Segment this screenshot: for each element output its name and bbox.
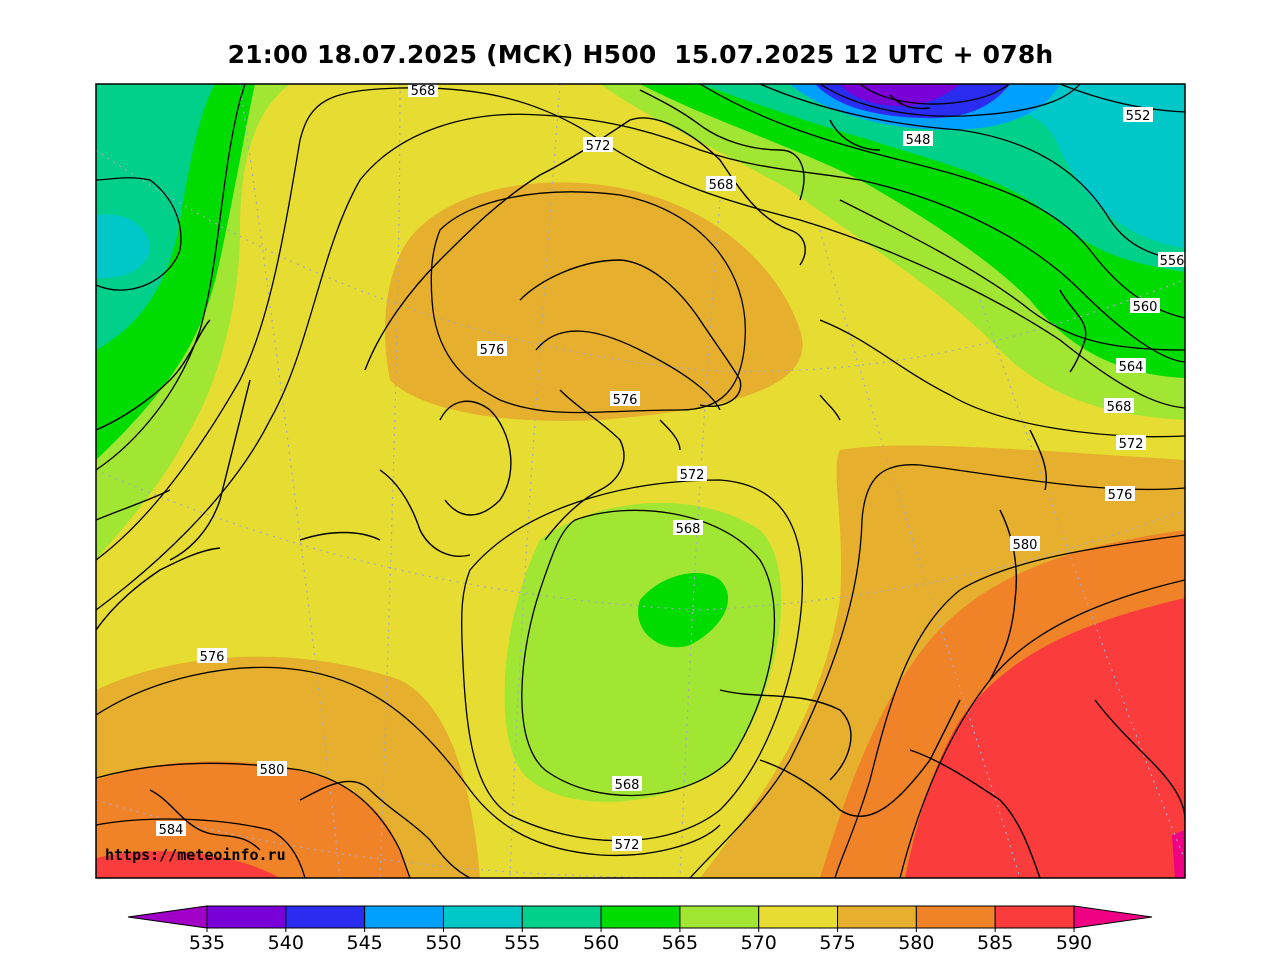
svg-text:552: 552 <box>1126 109 1151 124</box>
colorbar-tick-label: 575 <box>819 932 855 954</box>
contour-label: 572 <box>583 137 613 154</box>
colorbar-segment <box>521 905 602 929</box>
svg-text:576: 576 <box>1108 488 1133 503</box>
contour-label: 576 <box>197 648 227 665</box>
svg-text:568: 568 <box>411 84 436 99</box>
colorbar-segment <box>285 905 366 929</box>
svg-text:568: 568 <box>676 522 701 537</box>
colorbar-segment <box>994 905 1075 929</box>
contour-label: 564 <box>1116 358 1146 375</box>
colorbar-tick-label: 535 <box>189 932 225 954</box>
contour-label: 576 <box>610 391 640 408</box>
colorbar-segment <box>679 905 760 929</box>
svg-text:580: 580 <box>260 763 285 778</box>
colorbar-tick-label: 580 <box>898 932 934 954</box>
contour-label: 568 <box>408 82 438 99</box>
svg-text:564: 564 <box>1119 360 1144 375</box>
colorbar-ticks: 535 540 545 550 555 560 565 570 575 580 585 590 <box>189 928 1092 954</box>
svg-text:568: 568 <box>615 778 640 793</box>
colorbar-tick-label: 585 <box>977 932 1013 954</box>
colorbar-tick-label: 540 <box>268 932 304 954</box>
colorbar-tick-label: 565 <box>662 932 698 954</box>
colorbar-segment <box>442 905 523 929</box>
colorbar-tick-label: 590 <box>1056 932 1092 954</box>
svg-text:580: 580 <box>1013 538 1038 553</box>
colorbar-segment <box>915 905 996 929</box>
contour-lines <box>96 84 1185 878</box>
contour-label: 576 <box>1105 486 1135 503</box>
svg-text:576: 576 <box>200 650 225 665</box>
svg-text:576: 576 <box>613 393 638 408</box>
contour-label: 548 <box>903 131 933 148</box>
contour-label: 576 <box>477 341 507 358</box>
colorbar-segment <box>758 905 839 929</box>
watermark-url: https://meteoinfo.ru <box>105 846 286 864</box>
colorbar-tick-label: 555 <box>504 932 540 954</box>
contour-label: 572 <box>677 466 707 483</box>
svg-text:560: 560 <box>1133 300 1158 315</box>
svg-text:548: 548 <box>906 133 931 148</box>
svg-text:568: 568 <box>1107 400 1132 415</box>
contour-label: 568 <box>612 776 642 793</box>
colorbar-segment <box>600 905 681 929</box>
colorbar-tick-label: 545 <box>347 932 383 954</box>
contour-label: 580 <box>257 761 287 778</box>
contour-label: 568 <box>673 520 703 537</box>
svg-text:576: 576 <box>480 343 505 358</box>
map-title: 21:00 18.07.2025 (МСК) H500 15.07.2025 1… <box>227 40 1054 69</box>
geopotential-field <box>96 84 1185 878</box>
colorbar-segments <box>206 905 1075 929</box>
svg-text:572: 572 <box>615 838 640 853</box>
colorbar-segment <box>364 905 444 929</box>
colorbar-segment <box>206 905 287 929</box>
contour-label: 560 <box>1130 298 1160 315</box>
colorbar-segment <box>837 905 917 929</box>
svg-text:568: 568 <box>709 178 734 193</box>
colorbar-tick-label: 570 <box>741 932 777 954</box>
contour-label: 568 <box>1104 398 1134 415</box>
contour-label: 572 <box>1116 435 1146 452</box>
map-frame <box>95 83 1186 879</box>
colorbar: 535 540 545 550 555 560 565 570 575 580 585 590 <box>127 905 1153 954</box>
contour-label: 556 <box>1158 252 1186 269</box>
contour-labels: 568 572 568 548 552 556 560 564 568 572 … <box>156 82 1186 853</box>
colorbar-under-arrow <box>127 905 208 929</box>
svg-text:572: 572 <box>1119 437 1144 452</box>
colorbar-over-arrow <box>1073 905 1153 929</box>
coastlines <box>96 89 1185 878</box>
contour-label: 584 <box>156 821 186 838</box>
svg-text:556: 556 <box>1160 254 1185 269</box>
contour-label: 568 <box>706 176 736 193</box>
colorbar-tick-label: 560 <box>583 932 619 954</box>
contour-label: 580 <box>1010 536 1040 553</box>
contour-label: 572 <box>612 836 642 853</box>
contour-label: 552 <box>1123 107 1153 124</box>
colorbar-tick-label: 550 <box>425 932 461 954</box>
svg-text:572: 572 <box>586 139 611 154</box>
svg-text:584: 584 <box>159 823 184 838</box>
svg-text:572: 572 <box>680 468 705 483</box>
